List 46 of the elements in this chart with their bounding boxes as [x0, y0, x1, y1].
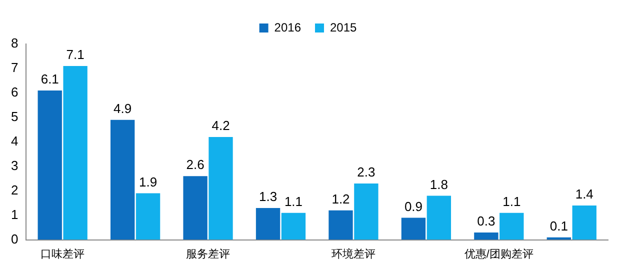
data-label: 4.2	[212, 118, 230, 134]
y-tick-label: 2	[10, 182, 18, 198]
data-label: 2.3	[357, 164, 376, 180]
bar	[208, 137, 233, 240]
data-label: 7.1	[66, 47, 84, 62]
data-label: 4.9	[114, 100, 132, 116]
x-tick-label: 优惠/团购差评	[464, 247, 534, 260]
data-label: 0.9	[404, 198, 423, 214]
y-tick-label: 4	[10, 133, 18, 148]
bar	[572, 206, 596, 240]
bar	[426, 196, 452, 240]
data-label: 0.1	[550, 218, 568, 234]
y-tick-label: 5	[10, 109, 18, 124]
bar	[136, 193, 160, 240]
bar	[110, 120, 135, 240]
bar	[474, 232, 498, 240]
bar	[328, 210, 353, 240]
bar	[256, 208, 280, 240]
bar	[63, 66, 88, 240]
data-label: 1.3	[258, 189, 278, 204]
bar	[354, 184, 378, 240]
legend-label: 2015	[330, 20, 358, 34]
data-label: 2.6	[186, 157, 204, 172]
x-tick-label: 口味差评	[40, 247, 85, 260]
bar	[401, 218, 426, 240]
data-label: 1.9	[139, 174, 158, 190]
y-tick-label: 3	[10, 158, 18, 173]
data-label: 1.8	[430, 176, 448, 192]
data-label: 0.3	[477, 214, 496, 229]
y-tick-label: 7	[10, 60, 18, 76]
bar	[500, 212, 524, 240]
data-label: 1.4	[575, 186, 594, 202]
x-tick-label: 环境差评	[331, 247, 376, 260]
x-tick-label: 服务差评	[186, 248, 230, 260]
bar	[281, 212, 306, 240]
data-label: 1.1	[502, 194, 521, 209]
y-tick-label: 6	[10, 84, 18, 100]
data-label: 1.1	[284, 194, 303, 209]
bar	[183, 176, 208, 240]
data-label: 1.2	[332, 192, 350, 207]
bar	[38, 90, 62, 240]
y-tick-label: 1	[10, 206, 18, 222]
y-tick-label: 8	[10, 36, 18, 51]
legend-label: 2016	[274, 20, 302, 34]
y-tick-label: 0	[10, 231, 18, 246]
data-label: 6.1	[40, 72, 59, 87]
